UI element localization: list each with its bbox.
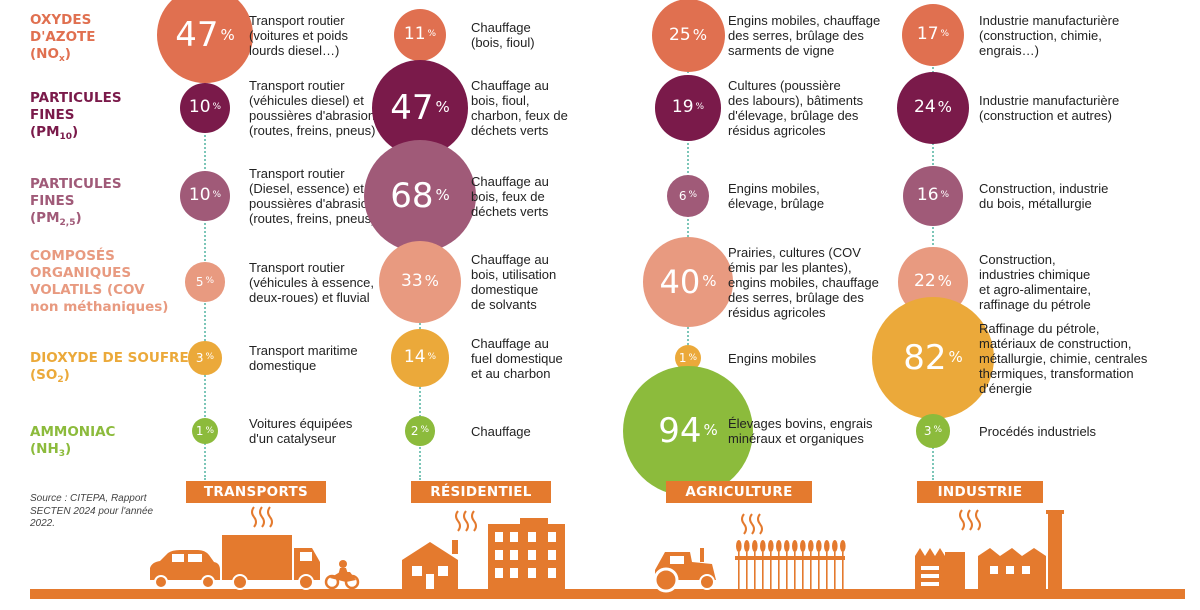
- wheat-ear: [816, 540, 822, 552]
- sector-illustrations: [0, 0, 1200, 610]
- wheat-ear: [824, 540, 830, 552]
- heat-waves-icon: [252, 507, 272, 527]
- wheat-stalk: [746, 552, 748, 589]
- wheat-ear: [832, 540, 838, 552]
- wheat-ear: [808, 540, 814, 552]
- heat-waves-icon: [960, 510, 980, 530]
- motorcycle-icon: [326, 560, 358, 588]
- wheat-ear: [800, 540, 806, 552]
- wheat-stalk: [794, 552, 796, 589]
- wheat-ear: [760, 540, 766, 552]
- wheat-stalk: [762, 552, 764, 589]
- wheat-stalk: [786, 552, 788, 589]
- apartment-building-icon: [488, 518, 565, 589]
- wheat-stalk: [778, 552, 780, 589]
- house-icon: [402, 540, 458, 589]
- wheat-ear: [736, 540, 742, 552]
- tractor-icon: [655, 548, 716, 591]
- wheat-stalk: [810, 552, 812, 589]
- wheat-stalk: [842, 552, 844, 589]
- wheat-stalk: [754, 552, 756, 589]
- factory-icon: [915, 548, 965, 589]
- truck-icon: [222, 535, 320, 589]
- wheat-stalk: [834, 552, 836, 589]
- wheat-ear: [744, 540, 750, 552]
- wheat-ear: [792, 540, 798, 552]
- wheat-crop-icon: [735, 540, 846, 589]
- wheat-ear: [784, 540, 790, 552]
- wheat-ear: [752, 540, 758, 552]
- heat-waves-icon: [456, 511, 476, 531]
- wheat-stalk: [826, 552, 828, 589]
- wheat-stalk: [802, 552, 804, 589]
- wheat-stalk: [818, 552, 820, 589]
- wheat-stalk: [738, 552, 740, 589]
- wheat-ear: [776, 540, 782, 552]
- wheat-ear: [768, 540, 774, 552]
- wheat-ear: [840, 540, 846, 552]
- heat-waves-icon: [742, 514, 762, 534]
- wheat-stalk: [770, 552, 772, 589]
- car-icon: [150, 550, 220, 588]
- industrial-plant-icon: [978, 510, 1064, 589]
